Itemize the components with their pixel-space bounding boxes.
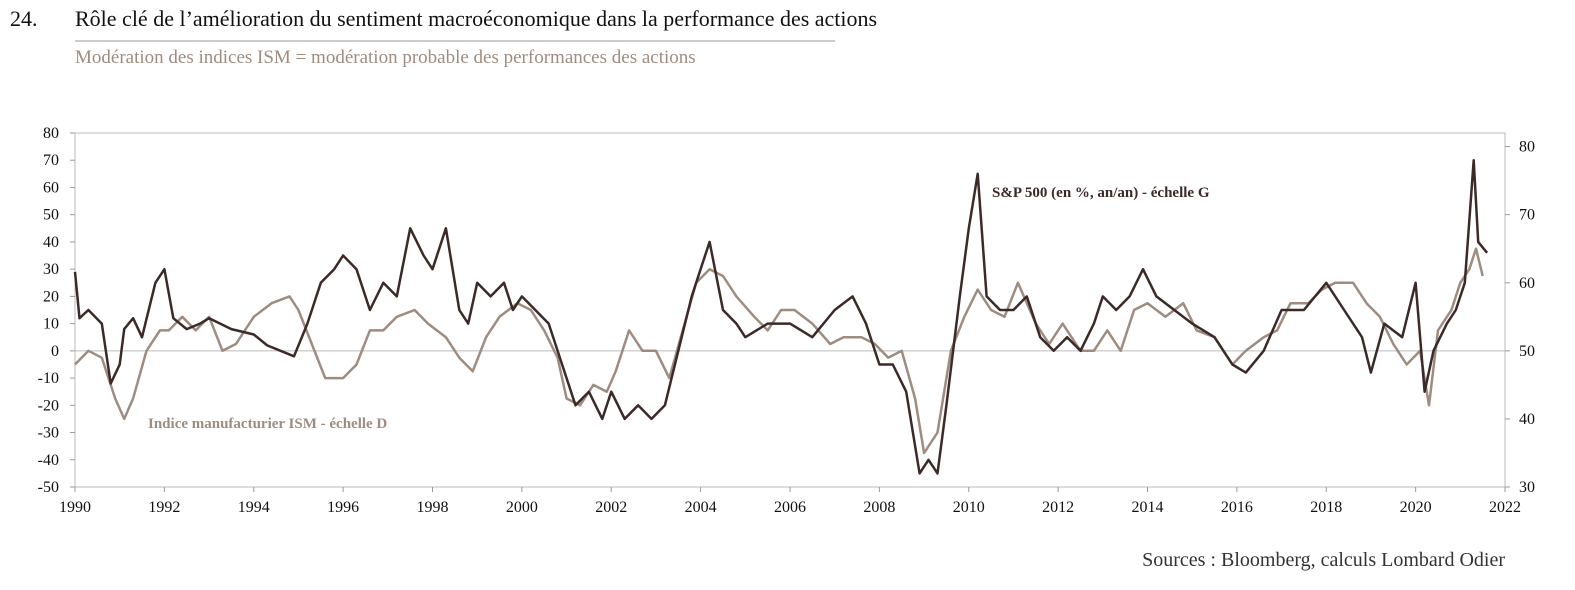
y-tick-label: -30 <box>38 425 59 442</box>
y-tick-label: 50 <box>43 207 59 224</box>
x-tick-label: 2010 <box>953 499 985 516</box>
y-tick-label: 0 <box>51 343 59 360</box>
figure-number: 24. <box>10 6 38 31</box>
x-tick-label: 1996 <box>327 499 359 516</box>
x-tick-label: 1992 <box>148 499 180 516</box>
series-line <box>74 247 1484 455</box>
x-tick-label: 2016 <box>1221 499 1253 516</box>
chart-title: Rôle clé de l’amélioration du sentiment … <box>75 6 877 31</box>
x-tick-label: 2014 <box>1132 499 1164 516</box>
x-tick-label: 2012 <box>1042 499 1074 516</box>
x-tick-label: 2022 <box>1489 499 1521 516</box>
y2-tick-label: 40 <box>1519 411 1535 428</box>
y-tick-label: -40 <box>38 452 59 469</box>
y-tick-label: -50 <box>38 479 59 496</box>
series-line <box>73 158 1489 475</box>
x-tick-label: 2006 <box>774 499 806 516</box>
y-tick-label: 70 <box>43 152 59 169</box>
y-tick-label: 20 <box>43 288 59 305</box>
x-tick-label: 1994 <box>238 499 270 516</box>
y-tick-label: -10 <box>38 370 59 387</box>
y-tick-label: 30 <box>43 261 59 278</box>
y2-tick-label: 80 <box>1519 139 1535 156</box>
y-tick-label: 80 <box>43 125 59 142</box>
y-tick-label: 60 <box>43 179 59 196</box>
x-tick-label: 2018 <box>1310 499 1342 516</box>
y2-tick-label: 70 <box>1519 207 1535 224</box>
y2-tick-label: 50 <box>1519 343 1535 360</box>
y-tick-label: 40 <box>43 234 59 251</box>
x-tick-label: 2004 <box>685 499 717 516</box>
y2-tick-label: 60 <box>1519 275 1535 292</box>
annotation: Indice manufacturier ISM - échelle D <box>148 416 387 432</box>
annotation: S&P 500 (en %, an/an) - échelle G <box>992 185 1210 201</box>
chart-subtitle: Modération des indices ISM = modération … <box>75 47 696 68</box>
x-tick-label: 2002 <box>595 499 627 516</box>
y-tick-label: 10 <box>43 316 59 333</box>
x-tick-label: 1990 <box>59 499 91 516</box>
x-tick-label: 2000 <box>506 499 538 516</box>
y2-tick-label: 30 <box>1519 479 1535 496</box>
x-tick-label: 1998 <box>417 499 449 516</box>
y-tick-label: -20 <box>38 397 59 414</box>
x-tick-label: 2008 <box>863 499 895 516</box>
source: Sources : Bloomberg, calculs Lombard Odi… <box>1142 549 1505 571</box>
x-tick-label: 2020 <box>1400 499 1432 516</box>
